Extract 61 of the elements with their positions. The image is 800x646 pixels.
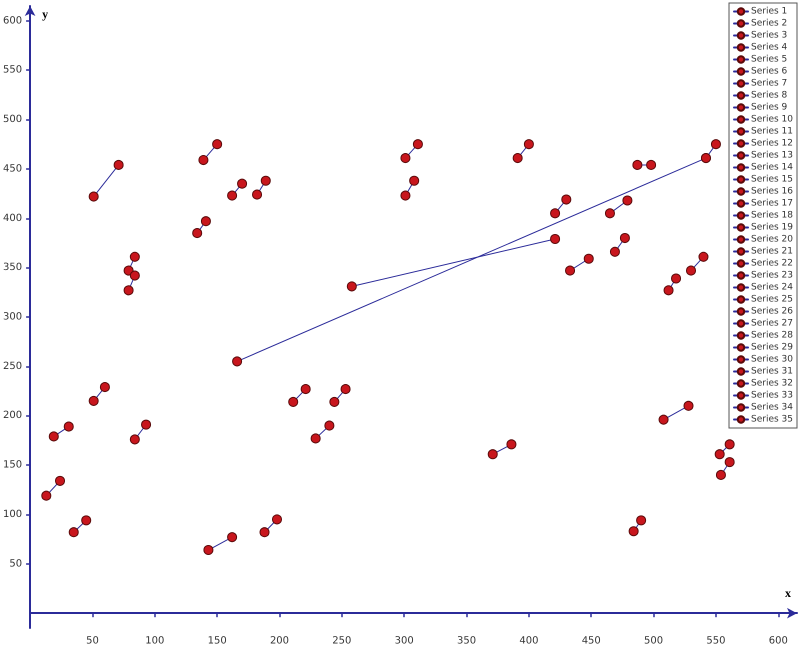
legend-label: Series 24 xyxy=(751,282,794,292)
legend-label: Series 20 xyxy=(751,234,794,244)
legend-label: Series 15 xyxy=(751,174,794,184)
legend-label: Series 2 xyxy=(751,18,788,28)
x-tick-label: 150 xyxy=(208,636,227,646)
legend-label: Series 26 xyxy=(751,306,794,316)
legend-label: Series 6 xyxy=(751,66,788,76)
legend-label: Series 29 xyxy=(751,342,794,352)
x-tick-label: 250 xyxy=(332,636,352,646)
x-tick-label: 450 xyxy=(582,636,601,646)
legend-label: Series 28 xyxy=(751,330,794,340)
legend-label: Series 27 xyxy=(751,318,794,328)
x-tick-label: 550 xyxy=(706,636,726,646)
legend-label: Series 23 xyxy=(751,270,794,280)
x-tick-label: 500 xyxy=(644,636,664,646)
legend-label: Series 5 xyxy=(751,54,788,64)
y-axis-title: y xyxy=(42,7,48,21)
legend-label: Series 33 xyxy=(751,390,794,400)
legend-label: Series 32 xyxy=(751,378,794,388)
x-tick-label: 50 xyxy=(86,636,99,646)
legend-label: Series 13 xyxy=(751,150,794,160)
legend-label: Series 16 xyxy=(751,186,794,196)
legend-label: Series 34 xyxy=(751,402,794,412)
y-tick-label: 200 xyxy=(2,410,22,422)
x-tick-label: 350 xyxy=(456,636,476,646)
legend-label: Series 14 xyxy=(751,162,794,172)
legend-label: Series 30 xyxy=(751,354,794,364)
legend-label: Series 9 xyxy=(751,102,788,112)
y-tick-label: 100 xyxy=(2,508,22,520)
legend-label: Series 18 xyxy=(751,210,794,220)
legend-label: Series 7 xyxy=(751,78,788,88)
legend-label: Series 12 xyxy=(751,138,794,148)
x-tick-label: 100 xyxy=(145,636,164,646)
y-tick-label: 250 xyxy=(2,360,22,372)
x-tick-label: 400 xyxy=(519,636,538,646)
legend-label: Series 3 xyxy=(751,30,788,40)
y-tick-label: 600 xyxy=(2,15,22,26)
legend-label: Series 1 xyxy=(751,6,788,16)
y-tick-label: 350 xyxy=(2,262,22,274)
y-tick-label: 50 xyxy=(9,558,22,570)
y-tick-label: 450 xyxy=(2,163,22,174)
y-tick-label: 500 xyxy=(2,114,22,126)
legend-label: Series 35 xyxy=(751,414,794,424)
x-tick-label: 200 xyxy=(270,636,290,646)
x-tick-label: 300 xyxy=(394,636,414,646)
legend-label: Series 10 xyxy=(751,114,794,124)
legend-label: Series 8 xyxy=(751,90,788,100)
legend-label: Series 17 xyxy=(751,198,794,208)
x-axis-title: x xyxy=(785,586,791,600)
legend-label: Series 25 xyxy=(751,294,794,304)
x-tick-label: 600 xyxy=(768,636,788,646)
y-tick-label: 150 xyxy=(2,460,22,471)
y-tick-label: 550 xyxy=(2,64,22,76)
legend-label: Series 19 xyxy=(751,222,794,232)
legend-label: Series 31 xyxy=(751,366,794,376)
legend-label: Series 21 xyxy=(751,246,794,256)
legend-label: Series 4 xyxy=(751,42,788,52)
y-tick-label: 400 xyxy=(2,212,22,224)
legend-label: Series 22 xyxy=(751,258,794,268)
y-tick-label: 300 xyxy=(2,312,22,322)
legend-label: Series 11 xyxy=(751,126,794,136)
